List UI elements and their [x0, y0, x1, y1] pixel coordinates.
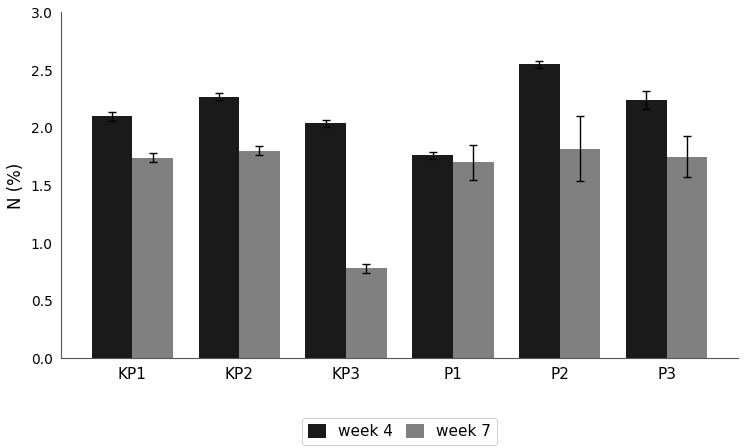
Bar [239, 151, 279, 358]
Legend: week 4, week 7: week 4, week 7 [302, 418, 497, 445]
Bar [412, 155, 453, 358]
Bar [667, 157, 707, 358]
Bar [559, 149, 600, 358]
Bar [132, 158, 173, 358]
Y-axis label: N (%): N (%) [7, 162, 25, 209]
Bar [453, 162, 493, 358]
Bar [626, 100, 667, 358]
Bar [305, 123, 346, 358]
Bar [346, 268, 387, 358]
Bar [519, 65, 559, 358]
Bar [92, 116, 132, 358]
Bar [198, 97, 239, 358]
